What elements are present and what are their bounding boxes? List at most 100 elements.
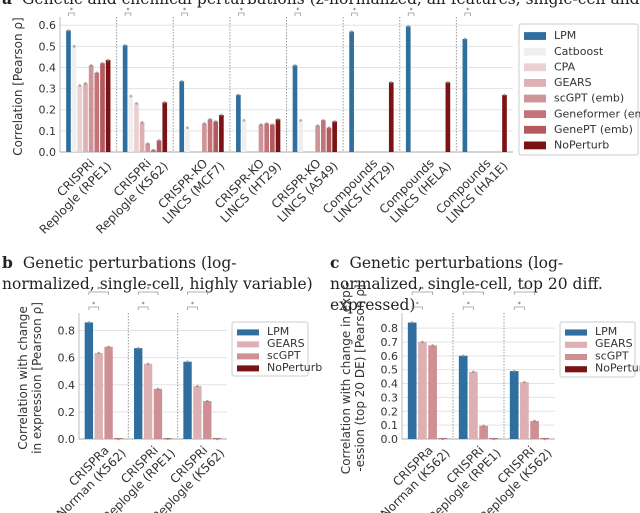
data-point bbox=[146, 142, 150, 145]
bar-gears bbox=[139, 122, 145, 152]
data-point bbox=[203, 122, 206, 125]
data-point bbox=[276, 117, 280, 121]
panel-b-chart: 0.0 0.2 0.4 0.6 0.8 Correlation with change in… bbox=[16, 286, 322, 513]
panel-b-letter: b bbox=[2, 253, 13, 272]
y-tick-label: 0.1 bbox=[381, 419, 399, 432]
bar-gears bbox=[83, 83, 88, 152]
significance-marker: * bbox=[518, 301, 521, 308]
category-label: CRISPR-KOLINCS (HT29) bbox=[208, 149, 284, 225]
bar-scgpt bbox=[104, 346, 113, 439]
data-point bbox=[463, 37, 467, 41]
bar-lpm bbox=[183, 361, 192, 439]
panel-b-title-text: Genetic perturbations (log-normalized, s… bbox=[2, 254, 313, 293]
significance-bracket bbox=[411, 306, 423, 310]
significance-bracket bbox=[88, 291, 109, 295]
bar-scgpt-emb- bbox=[202, 123, 207, 152]
data-point bbox=[220, 113, 223, 117]
legend-box bbox=[231, 321, 309, 377]
data-point bbox=[208, 117, 212, 121]
y-tick-label: 0.8 bbox=[381, 322, 399, 335]
data-point bbox=[117, 437, 120, 441]
bar-catboost bbox=[71, 46, 77, 152]
bar-gears bbox=[469, 371, 478, 439]
data-point bbox=[146, 362, 150, 366]
panel-b-title: b Genetic perturbations (log-normalized, … bbox=[2, 252, 314, 295]
data-point bbox=[87, 321, 91, 324]
y-tick-label: 0.0 bbox=[39, 146, 57, 159]
data-point bbox=[67, 29, 70, 32]
legend-label: NoPerturb bbox=[554, 139, 609, 152]
data-point bbox=[389, 80, 393, 84]
panel-c-title: c Genetic perturbations (log-normalized, … bbox=[330, 252, 640, 316]
bar-genept-emb- bbox=[156, 140, 162, 152]
significance-bracket bbox=[294, 12, 302, 16]
bar-lpm bbox=[458, 355, 468, 439]
legend-box bbox=[559, 321, 636, 378]
data-point bbox=[196, 384, 199, 388]
data-point bbox=[431, 344, 434, 347]
bar-lpm bbox=[84, 322, 94, 439]
y-axis-label: Correlation [Pearson ρ] bbox=[11, 17, 25, 155]
legend-swatch bbox=[524, 32, 546, 40]
data-point bbox=[186, 126, 189, 130]
significance-bracket bbox=[462, 306, 474, 310]
y-axis-label: in expression [Pearson ρ] bbox=[30, 302, 44, 454]
y-tick-label: 0.4 bbox=[39, 61, 57, 74]
bar-gears bbox=[418, 341, 427, 439]
bar-genept-emb- bbox=[326, 127, 332, 152]
bar-lpm bbox=[236, 94, 241, 152]
data-point bbox=[163, 101, 167, 104]
data-point bbox=[242, 119, 246, 122]
data-point bbox=[84, 82, 87, 85]
data-point bbox=[472, 370, 475, 374]
bar-lpm bbox=[509, 371, 519, 439]
significance-marker: * bbox=[183, 7, 186, 14]
legend-swatch bbox=[524, 125, 546, 134]
data-point bbox=[129, 94, 133, 98]
significance-bracket bbox=[462, 291, 484, 295]
significance-bracket bbox=[513, 291, 535, 295]
significance-bracket bbox=[237, 12, 245, 16]
bar-scgpt-emb- bbox=[258, 124, 264, 152]
bar-lpm bbox=[134, 348, 143, 439]
y-tick-label: 0.3 bbox=[381, 391, 399, 404]
bar-noperturb bbox=[105, 60, 111, 152]
data-point bbox=[406, 24, 410, 28]
data-point bbox=[322, 119, 325, 122]
data-point bbox=[421, 340, 424, 344]
legend-swatch bbox=[565, 329, 587, 336]
significance-marker: * bbox=[196, 286, 199, 293]
data-point bbox=[123, 43, 127, 47]
data-point bbox=[533, 419, 536, 423]
data-point bbox=[214, 120, 218, 123]
data-point bbox=[89, 64, 93, 67]
bar-noperturb bbox=[388, 82, 394, 152]
significance-bracket bbox=[137, 291, 159, 295]
data-point bbox=[299, 119, 302, 122]
legend-label: Catboost bbox=[554, 45, 604, 58]
legend-label: LPM bbox=[554, 29, 576, 42]
significance-marker: * bbox=[142, 301, 145, 308]
bar-genept-emb- bbox=[270, 124, 275, 152]
data-point bbox=[186, 360, 189, 364]
significance-bracket bbox=[351, 12, 358, 16]
significance-bracket bbox=[513, 306, 525, 310]
bar-genept-emb- bbox=[213, 121, 219, 152]
legend-label: GEARS bbox=[554, 76, 592, 89]
category-label: CRISPRiReplogle (K562) bbox=[83, 149, 171, 237]
y-tick-label: 0.5 bbox=[381, 364, 399, 377]
panel-a-title: a Genetic and chemical perturbations (z-n… bbox=[2, 0, 640, 10]
bar-scgpt bbox=[428, 345, 437, 439]
legend-label: CPA bbox=[554, 60, 576, 73]
bar-lpm bbox=[66, 30, 71, 152]
y-tick-label: 0.2 bbox=[381, 405, 399, 418]
significance-marker: * bbox=[353, 7, 356, 14]
data-point bbox=[95, 71, 99, 75]
y-tick-label: 0.6 bbox=[39, 19, 57, 32]
legend-label: Geneformer (emb) bbox=[554, 107, 640, 120]
legend-label: scGPT bbox=[267, 349, 301, 362]
data-point bbox=[166, 437, 170, 441]
data-point bbox=[215, 437, 219, 441]
significance-marker: * bbox=[70, 7, 73, 14]
